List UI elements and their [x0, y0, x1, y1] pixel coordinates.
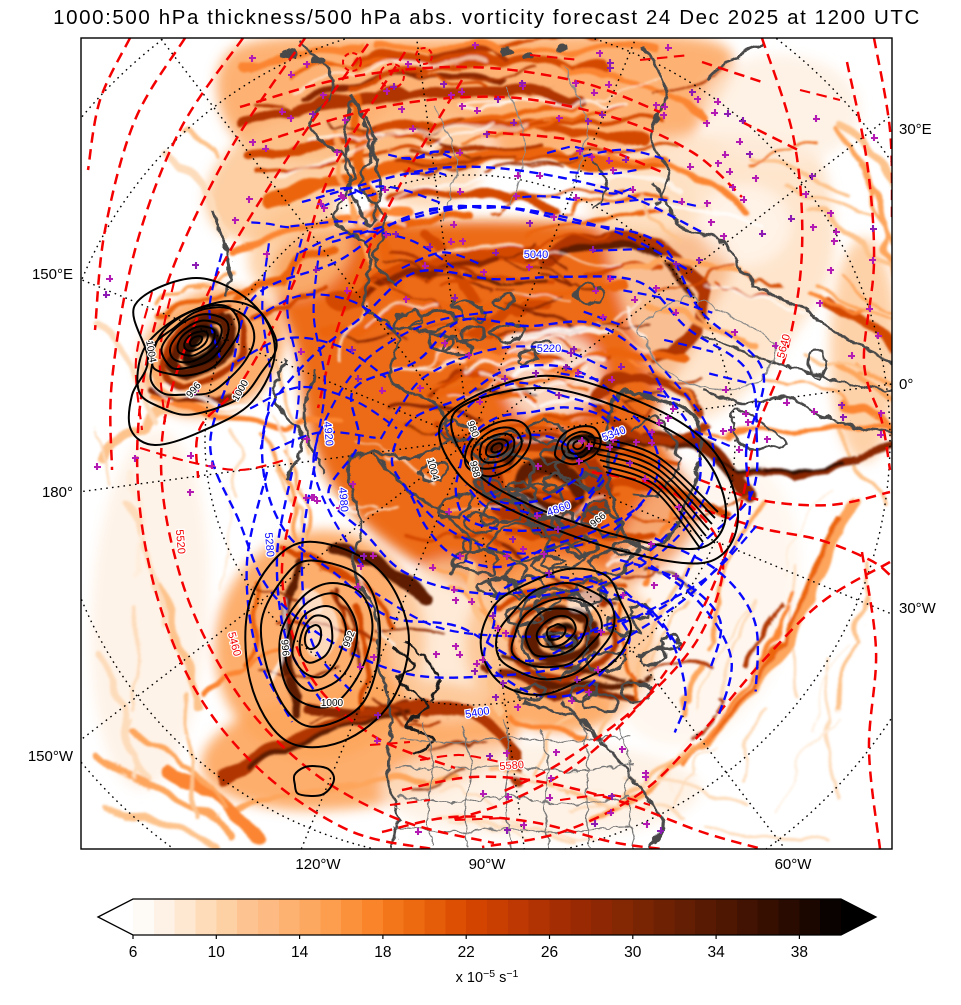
svg-text:5040: 5040: [524, 249, 548, 261]
svg-text:5580: 5580: [499, 759, 524, 773]
svg-text:18: 18: [374, 944, 391, 961]
svg-text:0°: 0°: [899, 376, 913, 393]
svg-text:996: 996: [278, 639, 290, 657]
svg-text:1000:500 hPa thickness/500 hPa: 1000:500 hPa thickness/500 hPa abs. vort…: [53, 6, 921, 29]
svg-text:22: 22: [458, 944, 475, 961]
svg-text:90°W: 90°W: [469, 856, 507, 873]
svg-text:1004: 1004: [143, 340, 158, 364]
svg-text:5280: 5280: [262, 532, 276, 557]
svg-text:5220: 5220: [537, 343, 561, 355]
svg-text:150°W: 150°W: [28, 748, 74, 765]
svg-text:1000: 1000: [321, 698, 344, 709]
svg-text:14: 14: [291, 944, 309, 961]
svg-text:30°E: 30°E: [899, 121, 932, 138]
svg-text:4980: 4980: [336, 487, 350, 512]
svg-text:30°W: 30°W: [899, 600, 937, 617]
svg-text:34: 34: [707, 944, 725, 961]
svg-text:6: 6: [129, 944, 138, 961]
svg-text:150°E: 150°E: [32, 266, 73, 283]
svg-text:5520: 5520: [173, 529, 187, 554]
svg-text:x 10−5 s−1: x 10−5 s−1: [456, 968, 519, 986]
svg-text:5400: 5400: [464, 705, 490, 721]
svg-text:30: 30: [624, 944, 642, 961]
svg-text:120°W: 120°W: [295, 856, 341, 873]
svg-text:10: 10: [208, 944, 226, 961]
svg-text:60°W: 60°W: [775, 856, 813, 873]
svg-text:38: 38: [791, 944, 808, 961]
svg-text:180°: 180°: [42, 484, 73, 501]
svg-text:26: 26: [541, 944, 558, 961]
svg-text:4920: 4920: [321, 421, 335, 446]
